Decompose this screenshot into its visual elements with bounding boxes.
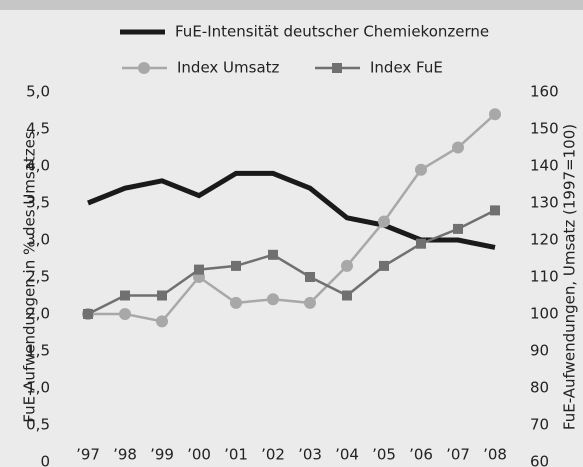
y2-tick-label: 110 [530, 268, 559, 286]
data-point [157, 290, 167, 301]
data-point [267, 293, 279, 306]
data-point [231, 260, 241, 271]
x-tick-label: ’97 [76, 446, 100, 464]
data-point [489, 108, 501, 121]
series-line [87, 209, 496, 316]
data-point [342, 290, 352, 301]
y-tick-label: 0,5 [26, 416, 50, 434]
y-tick-label: 5,0 [26, 83, 50, 101]
data-point [230, 296, 242, 309]
y2-tick-label: 150 [530, 120, 559, 138]
data-point [490, 205, 500, 216]
y-tick-label: 3,0 [26, 231, 50, 249]
y-tick-label: 3,5 [26, 194, 50, 212]
y2-tick-label: 160 [530, 83, 559, 101]
y-tick-label: 1,0 [26, 379, 50, 397]
y-tick-label: 4,0 [26, 157, 50, 175]
data-point [453, 223, 463, 234]
data-point [379, 260, 389, 271]
data-point [119, 308, 131, 320]
data-point [304, 296, 316, 309]
data-point [194, 264, 204, 275]
y-tick-label: 2,5 [26, 268, 50, 286]
y2-tick-label: 60 [530, 453, 549, 467]
x-tick-label: ’07 [446, 446, 470, 464]
data-point [378, 215, 390, 228]
legend-marker [138, 62, 150, 74]
x-tick-label: ’06 [409, 446, 433, 464]
data-point [416, 238, 426, 249]
y2-tick-label: 70 [530, 416, 549, 434]
series-line [88, 113, 496, 323]
y2-tick-label: 120 [530, 231, 559, 249]
x-tick-label: ’00 [187, 446, 211, 464]
y2-axis-title: FuE-Aufwendungen, Umsatz (1997=100) [561, 124, 579, 430]
legend-label: FuE-Intensität deutscher Chemiekonzerne [175, 23, 489, 41]
data-point [268, 249, 278, 260]
x-tick-label: ’08 [483, 446, 507, 464]
legend-label: Index FuE [370, 59, 443, 77]
data-point [341, 259, 353, 272]
legend-label: Index Umsatz [177, 59, 280, 77]
data-point [305, 272, 315, 282]
x-tick-label: ’03 [298, 446, 322, 464]
y-tick-label: 0 [40, 453, 50, 467]
data-point [83, 309, 93, 319]
data-point [120, 290, 130, 301]
y-tick-label: 4,5 [26, 120, 50, 138]
x-tick-label: ’05 [372, 446, 396, 464]
y-tick-label: 1,5 [26, 342, 50, 360]
data-point [415, 163, 427, 176]
top-band [0, 0, 583, 10]
y2-tick-label: 100 [530, 305, 559, 323]
data-point [452, 141, 464, 154]
y2-tick-label: 130 [530, 194, 559, 212]
legend-marker [332, 63, 342, 73]
y-axis-title: FuE-Aufwendungen in % des Umsatzes [21, 131, 39, 423]
y2-tick-label: 80 [530, 379, 549, 397]
x-tick-label: ’04 [335, 446, 359, 464]
x-tick-label: ’02 [261, 446, 285, 464]
y-tick-label: 2,0 [26, 305, 50, 323]
y2-tick-label: 90 [530, 342, 549, 360]
x-tick-label: ’01 [224, 446, 248, 464]
data-point [156, 315, 168, 328]
x-tick-label: ’98 [113, 446, 137, 464]
x-tick-label: ’99 [150, 446, 174, 464]
y2-tick-label: 140 [530, 157, 559, 175]
